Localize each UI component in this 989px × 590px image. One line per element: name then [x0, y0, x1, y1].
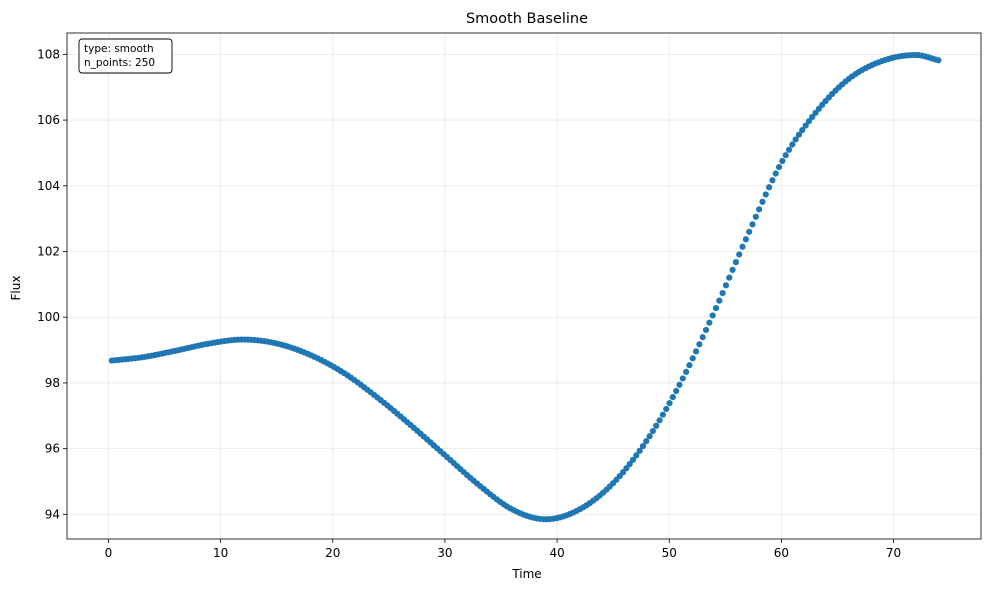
- x-tick-label: 20: [325, 546, 340, 560]
- x-tick-label: 0: [105, 546, 113, 560]
- data-point: [649, 427, 657, 435]
- data-point: [935, 57, 942, 64]
- data-point: [666, 400, 673, 407]
- data-point: [656, 417, 663, 424]
- x-tick-label: 50: [662, 546, 677, 560]
- y-tick-label: 104: [37, 179, 60, 193]
- x-tick-label: 30: [437, 546, 452, 560]
- y-tick-label: 108: [37, 47, 60, 61]
- data-point: [805, 118, 813, 125]
- y-tick-label: 96: [45, 442, 60, 456]
- data-point: [795, 131, 803, 138]
- data-point: [692, 348, 700, 355]
- y-axis-label: Flux: [9, 276, 23, 301]
- data-point: [765, 184, 773, 191]
- data-point: [699, 334, 706, 341]
- data-point: [636, 447, 643, 454]
- grid: [67, 33, 981, 539]
- data-point: [629, 456, 637, 463]
- info-line-type: type: smooth: [84, 43, 154, 55]
- data-point: [673, 387, 680, 395]
- x-axis-ticks: 0 10 20 30 40 50 60 70: [105, 539, 901, 560]
- x-tick-label: 40: [549, 546, 564, 560]
- info-box-border: [78, 38, 173, 74]
- y-tick-label: 98: [45, 376, 60, 390]
- data-point: [736, 251, 743, 258]
- data-point: [792, 136, 799, 143]
- data-point: [779, 157, 786, 165]
- data-point: [683, 368, 690, 375]
- data-point: [749, 221, 756, 228]
- data-point: [775, 163, 783, 171]
- data-point: [689, 355, 696, 362]
- data-point: [722, 282, 730, 289]
- data-point: [679, 375, 686, 382]
- data-point: [769, 177, 776, 184]
- y-tick-label: 106: [37, 113, 60, 127]
- x-axis-label: Time: [511, 567, 541, 581]
- data-point: [669, 394, 676, 401]
- data-point: [702, 326, 710, 334]
- data-point: [802, 122, 809, 129]
- data-point: [653, 422, 660, 429]
- chart-title: Smooth Baseline: [466, 11, 588, 27]
- data-point: [726, 274, 733, 281]
- y-tick-label: 94: [45, 507, 60, 521]
- y-tick-label: 100: [37, 310, 60, 324]
- data-point: [659, 411, 666, 418]
- data-point: [706, 319, 713, 326]
- info-line-npoints: n_points: 250: [84, 57, 155, 69]
- data-point: [709, 312, 716, 319]
- data-point: [789, 141, 796, 148]
- data-point: [799, 126, 806, 134]
- data-point: [623, 465, 630, 472]
- info-box: type: smooth n_points: 250: [78, 38, 173, 74]
- data-points: [108, 51, 942, 523]
- axes-frame: [66, 32, 982, 540]
- data-point: [759, 198, 766, 205]
- y-axis-ticks: 94 96 98 100 102 104 106 108: [37, 47, 67, 521]
- data-point: [633, 452, 640, 459]
- data-point: [646, 433, 653, 440]
- data-point: [809, 113, 816, 121]
- x-tick-label: 60: [774, 546, 789, 560]
- plot-area: 0 10 20 30 40 50 60 70 94 96 98 100 102 104 106 108: [37, 32, 982, 560]
- data-point: [729, 266, 736, 273]
- data-point: [626, 461, 633, 468]
- data-point: [676, 381, 683, 388]
- data-point: [785, 146, 793, 153]
- data-point: [752, 213, 759, 220]
- data-point: [739, 243, 746, 250]
- data-point: [756, 206, 763, 213]
- data-point: [686, 362, 693, 369]
- data-point: [712, 304, 720, 312]
- y-tick-label: 102: [37, 245, 60, 259]
- data-point: [746, 228, 753, 235]
- data-point: [762, 191, 769, 198]
- data-point: [732, 259, 740, 266]
- data-point: [742, 236, 749, 243]
- data-point: [716, 297, 723, 304]
- data-point: [696, 341, 703, 348]
- data-point: [663, 405, 670, 413]
- data-point: [719, 289, 726, 297]
- data-point: [782, 152, 789, 159]
- x-tick-label: 70: [886, 546, 901, 560]
- x-tick-label: 10: [213, 546, 228, 560]
- data-point: [639, 442, 647, 450]
- data-point: [772, 170, 779, 177]
- data-point: [643, 438, 650, 445]
